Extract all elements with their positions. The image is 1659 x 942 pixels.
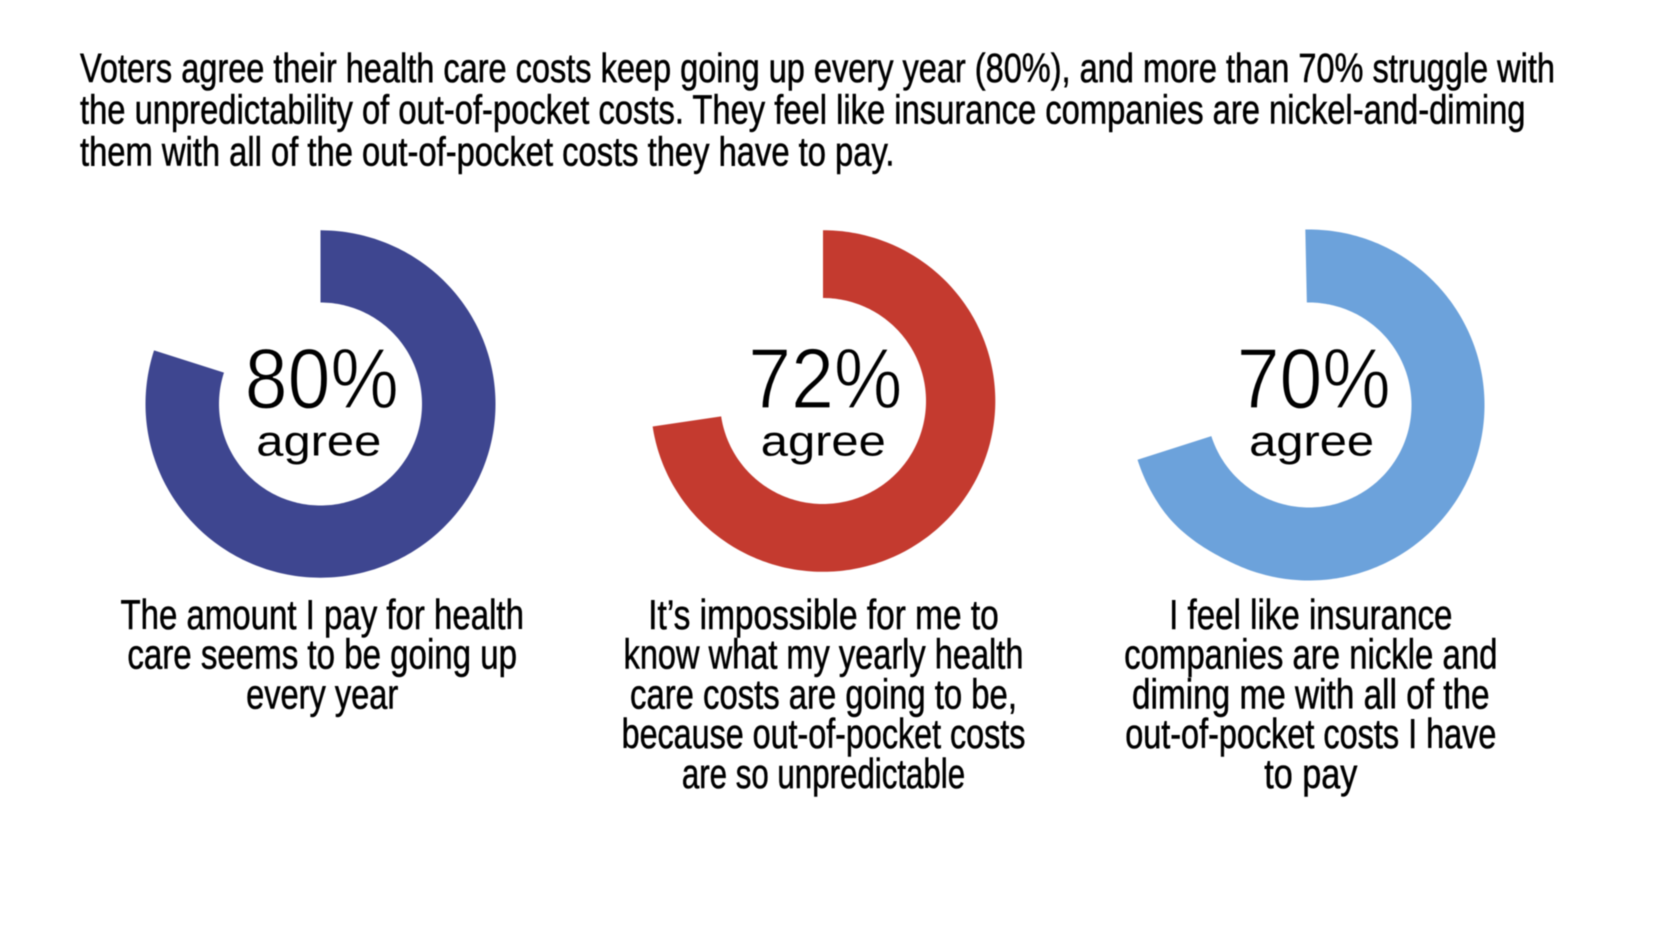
svg-text:diming me with all of the: diming me with all of the: [1132, 670, 1490, 717]
svg-text:companies are nickle and: companies are nickle and: [1124, 631, 1497, 678]
svg-text:know what my yearly health: know what my yearly health: [624, 631, 1024, 678]
svg-text:agree: agree: [256, 418, 381, 465]
svg-text:72%: 72%: [748, 332, 902, 427]
svg-text:every year: every year: [246, 670, 398, 717]
svg-text:Voters agree their health care: Voters agree their health care costs kee…: [80, 45, 1555, 91]
svg-text:them with all of the out-of-po: them with all of the out-of-pocket costs…: [80, 128, 895, 174]
svg-text:care seems to be going up: care seems to be going up: [127, 631, 517, 678]
svg-text:out-of-pocket costs I have: out-of-pocket costs I have: [1125, 710, 1496, 757]
svg-text:70%: 70%: [1237, 332, 1391, 427]
svg-text:the unpredictability of out-of: the unpredictability of out-of-pocket co…: [80, 87, 1526, 133]
svg-text:agree: agree: [1249, 418, 1374, 465]
svg-text:80%: 80%: [245, 332, 399, 427]
svg-text:to pay: to pay: [1264, 750, 1357, 797]
svg-text:because out-of-pocket costs: because out-of-pocket costs: [622, 710, 1026, 757]
svg-text:agree: agree: [761, 418, 886, 465]
svg-text:care costs are going to be,: care costs are going to be,: [630, 670, 1017, 717]
svg-text:I feel like insurance: I feel like insurance: [1169, 591, 1452, 638]
svg-text:It’s impossible for me to: It’s impossible for me to: [648, 591, 999, 638]
svg-text:The amount I pay for health: The amount I pay for health: [120, 591, 524, 638]
svg-text:are so unpredictable: are so unpredictable: [682, 750, 965, 797]
